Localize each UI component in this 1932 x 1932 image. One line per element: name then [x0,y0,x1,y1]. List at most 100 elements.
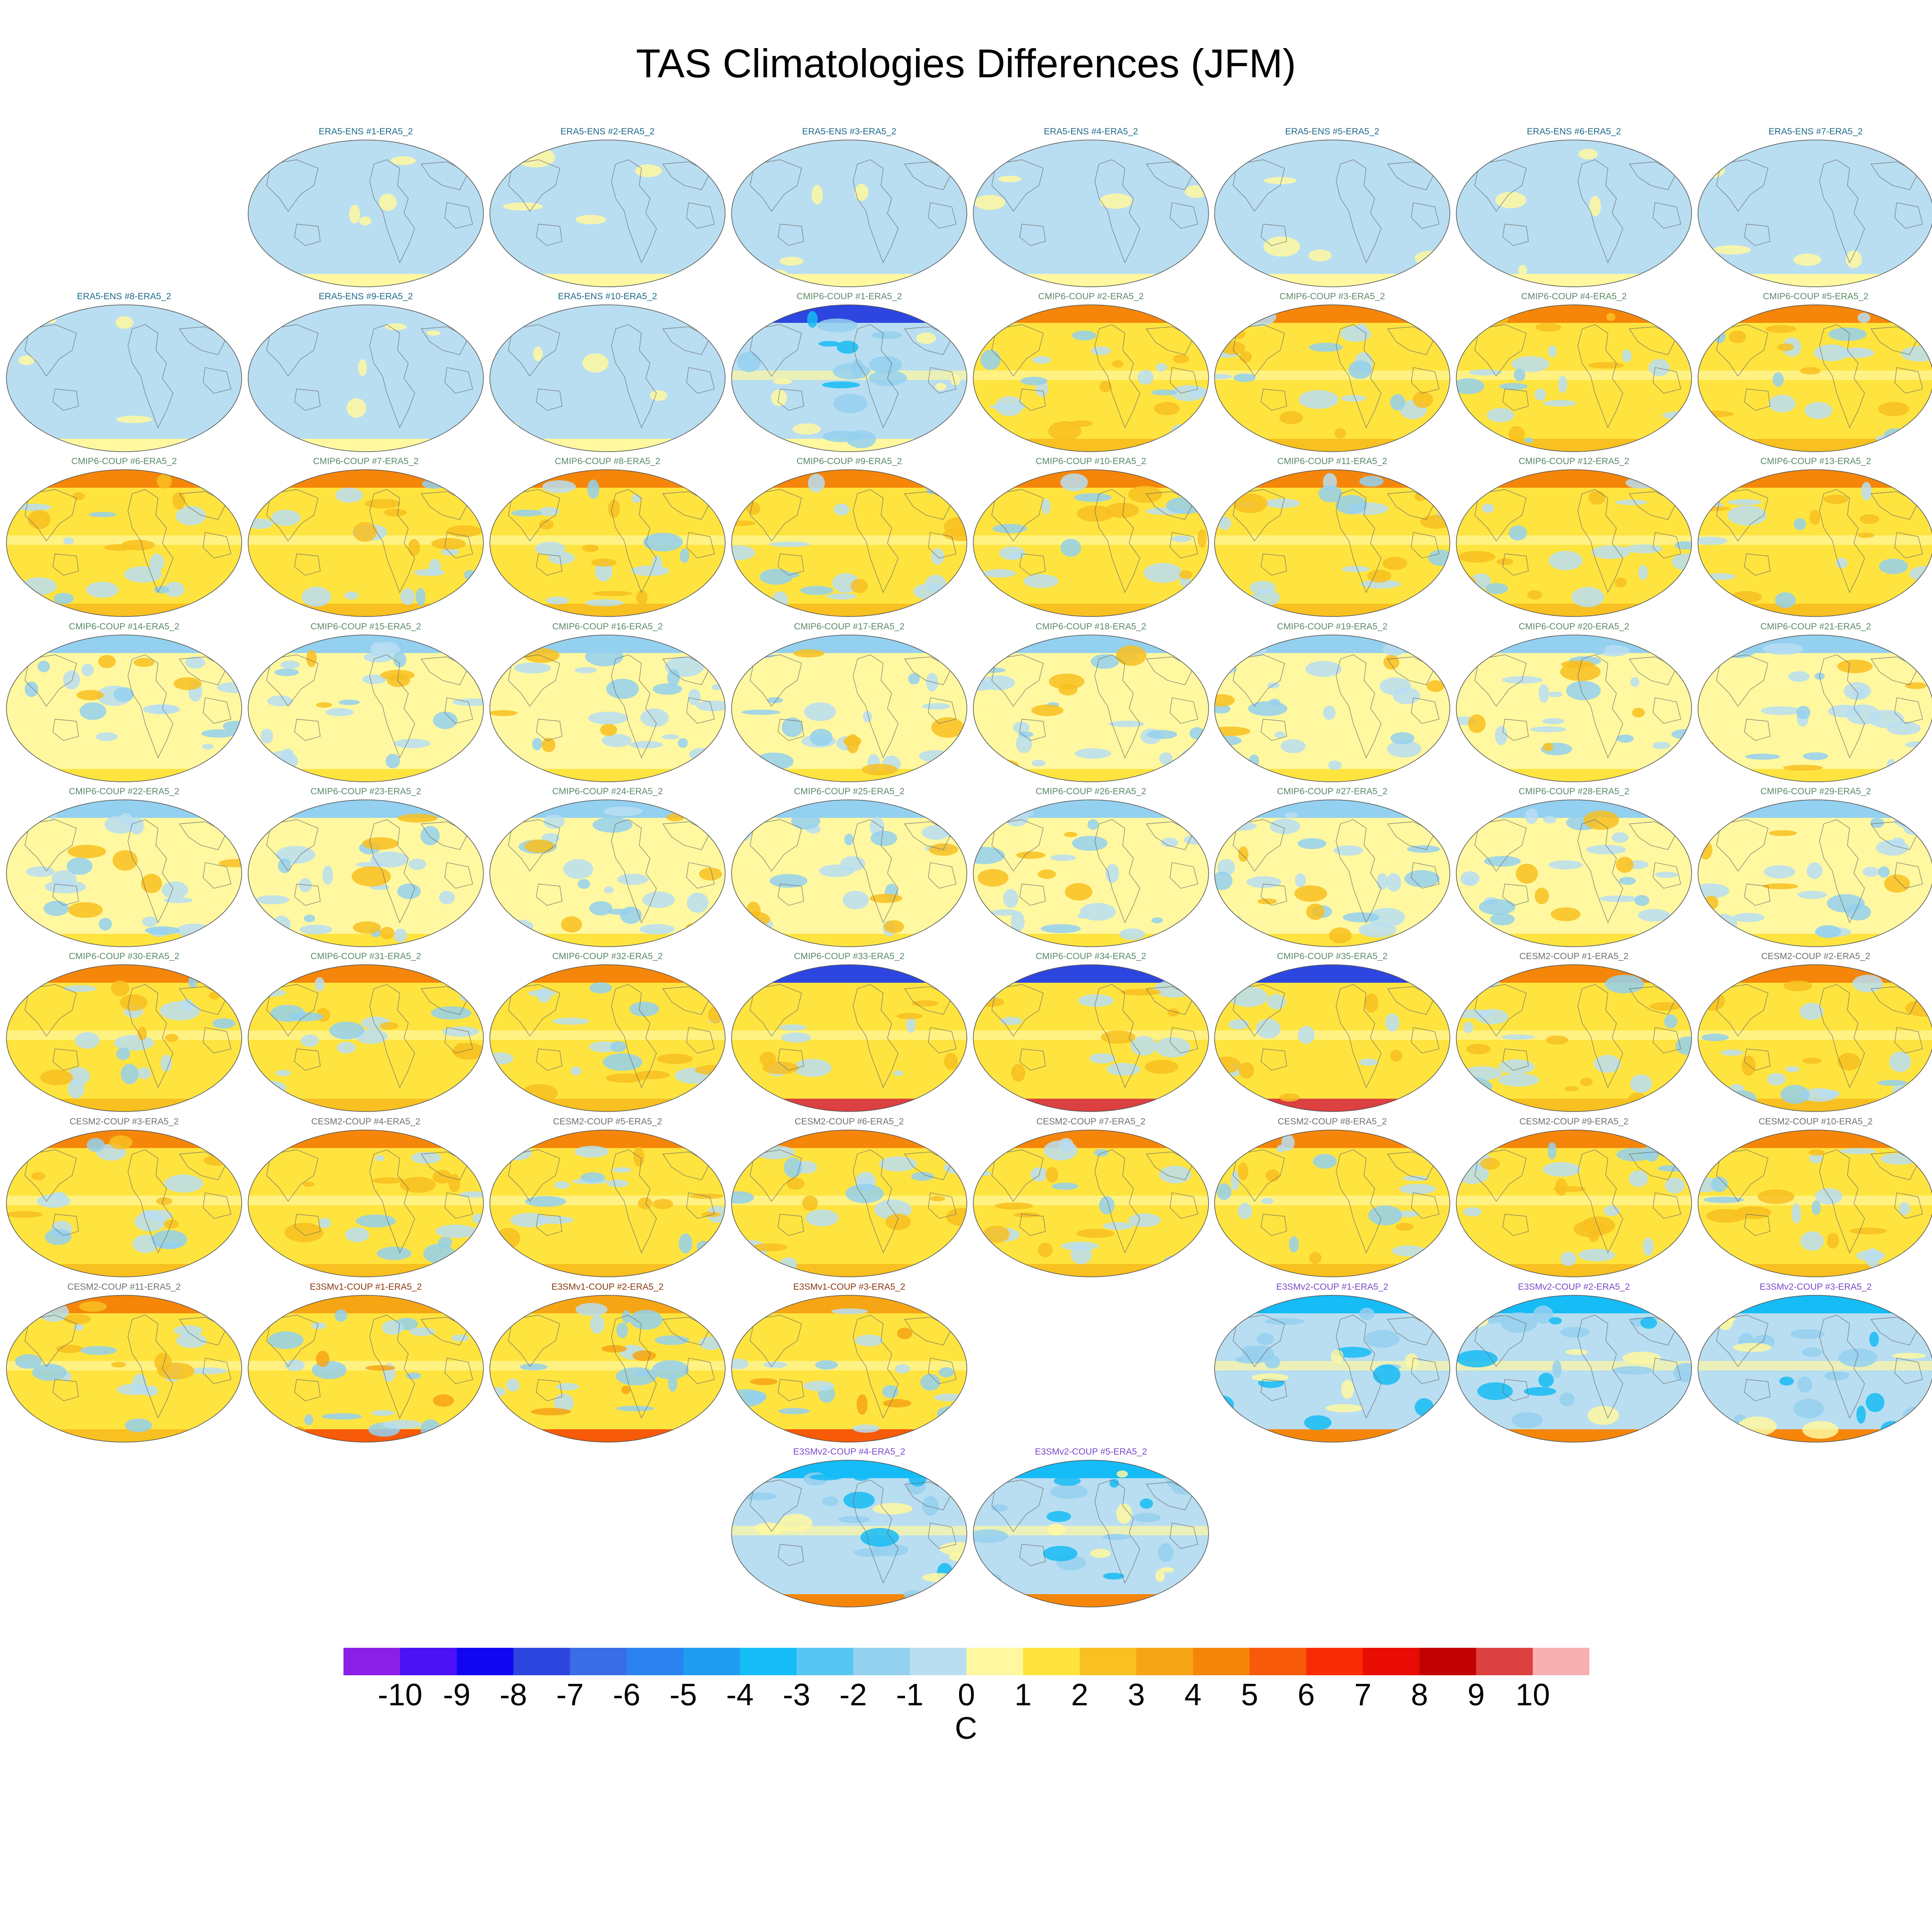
anomaly-patch [883,1399,911,1408]
equatorial-band [1456,206,1692,215]
map-border [973,799,1209,947]
anomaly-patch [164,1219,179,1229]
coastline [179,656,227,685]
map-panel: ERA5-ENS #1-ERA5_2 [245,126,486,294]
coastline [420,1317,469,1346]
anomaly-patch [204,1155,230,1166]
coastline [686,1027,715,1054]
anomaly-patch [43,901,69,916]
map-panel: ERA5-ENS #2-ERA5_2 [487,126,728,294]
colorbar-swatch [1419,1648,1476,1675]
robinson-map [973,964,1209,1112]
north-band [490,1130,725,1148]
colorbar-tick-label: -5 [669,1678,697,1712]
anomaly-patch [173,677,202,690]
anomaly-patch [145,1209,173,1221]
anomaly-patch [1279,411,1303,425]
anomaly-patch [1468,369,1502,376]
anomaly-patch [86,1138,105,1152]
anomaly-patch [1379,677,1411,696]
map-panel: CESM2-COUP #6-ERA5_2 [729,1116,970,1284]
coastline [778,1048,804,1071]
anomaly-patch [1038,869,1056,879]
north-band [1698,470,1932,488]
anomaly-patch [1588,490,1606,505]
map-panel: CMIP6-COUP #2-ERA5_2 [970,291,1212,459]
anomaly-patch [1171,535,1192,542]
anomaly-patch [1151,389,1178,396]
coastline [1261,719,1287,741]
anomaly-patch [1479,899,1516,915]
anomaly-patch [1215,871,1233,890]
coastline [508,1315,560,1367]
coastline [1387,821,1435,850]
panel-title: ERA5-ENS #4-ERA5_2 [1044,127,1138,137]
north-band [1698,635,1932,653]
anomaly-patch [1031,705,1064,716]
anomaly-patch [1878,401,1909,416]
anomaly-patch [631,565,670,576]
anomaly-patch [1802,1057,1822,1064]
anomaly-patch [524,839,554,853]
anomaly-patch [86,581,118,598]
robinson-map [973,469,1209,617]
coastline [904,491,952,520]
anomaly-patch [1016,851,1046,859]
colorbar-swatch [683,1648,740,1675]
anomaly-patch [1665,1177,1685,1194]
north-band [248,635,483,653]
coastline [1170,697,1198,724]
anomaly-patch [879,1156,917,1172]
anomaly-patch [590,1315,605,1334]
anomaly-patch [652,1360,689,1379]
coastline [1819,819,1865,923]
anomaly-patch [1163,1255,1193,1266]
map-panel: ERA5-ENS #10-ERA5_2 [487,291,728,459]
south-band [732,1264,967,1277]
coastline [1819,984,1865,1088]
anomaly-patch [1500,1312,1537,1333]
map-panel: CESM2-COUP #11-ERA5_2 [3,1282,245,1449]
anomaly-patch [1385,1013,1400,1032]
coastline [1819,654,1865,759]
anomaly-patch [1908,920,1932,941]
anomaly-patch [1849,1227,1887,1235]
anomaly-patch [531,1408,571,1416]
anomaly-patch [1306,903,1325,920]
coastline [536,1214,562,1236]
south-band [248,604,483,617]
anomaly-patch [1463,1207,1482,1217]
anomaly-patch [440,548,459,556]
coastline [991,489,1044,542]
anomaly-patch [1013,721,1030,734]
robinson-map [1214,140,1450,287]
anomaly-patch [1560,1252,1577,1266]
colorbar-swatch [1249,1648,1306,1675]
south-band [1215,1099,1450,1112]
map-panel: CMIP6-COUP #6-ERA5_2 [3,456,245,623]
anomaly-patch [1424,1412,1450,1418]
anomaly-patch [1876,840,1909,856]
anomaly-patch [1103,1534,1131,1540]
coastline [1628,1317,1677,1346]
coastline [1261,553,1287,576]
anomaly-patch [1538,1373,1554,1388]
map-panel: E3SMv1-COUP #1-ERA5_2 [245,1282,486,1449]
coastline [778,1544,804,1566]
coastline [203,1027,231,1054]
anomaly-patch [202,744,214,750]
map-panel: CMIP6-COUP #8-ERA5_2 [487,456,728,623]
colorbar-tick-label: 3 [1127,1678,1145,1712]
north-band [1456,470,1692,488]
anomaly-patch [63,537,74,545]
coastline [369,819,415,923]
panel-title: ERA5-ENS #10-ERA5_2 [558,292,657,301]
robinson-map [248,140,484,287]
equatorial-band [732,1030,967,1040]
anomaly-patch [538,507,559,516]
anomaly-patch [1312,1154,1337,1169]
panel-title: E3SMv1-COUP #1-ERA5_2 [310,1282,422,1292]
anomaly-patch [1099,1196,1115,1215]
north-band [732,800,967,818]
anomaly-patch [1246,876,1282,888]
